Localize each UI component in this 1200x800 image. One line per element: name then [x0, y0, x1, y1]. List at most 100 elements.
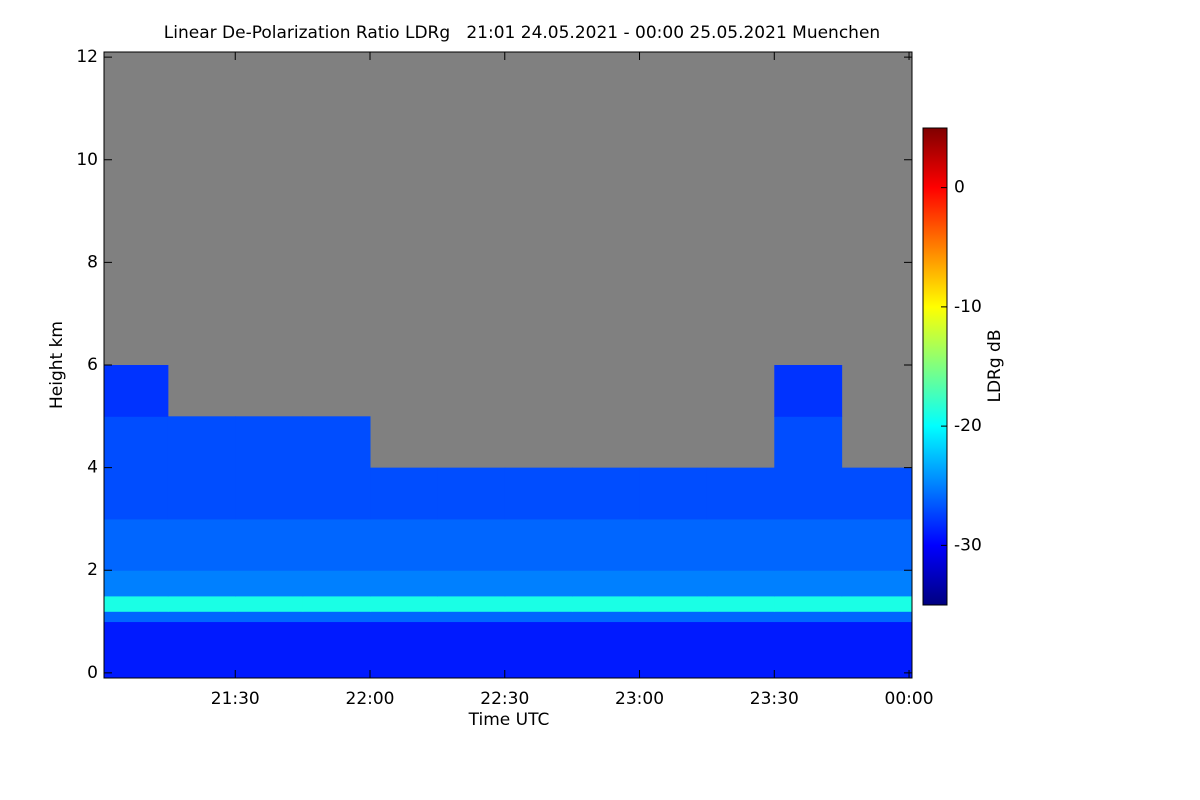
- heatmap-cell: [706, 518, 775, 571]
- heatmap-cell: [370, 570, 438, 597]
- y-tick-label: 4: [87, 458, 98, 478]
- heatmap-cell: [302, 570, 371, 597]
- heatmap-cell: [104, 467, 169, 520]
- x-tick-label: 00:00: [885, 689, 934, 709]
- heatmap-cell: [572, 595, 641, 612]
- y-tick-label: 6: [87, 355, 98, 375]
- heatmap-cell: [639, 621, 708, 679]
- x-tick-label: 23:30: [750, 689, 799, 709]
- y-tick-label: 0: [87, 663, 98, 683]
- heatmap-cell: [504, 467, 573, 520]
- heatmap-cell: [302, 595, 371, 612]
- heatmap-cell: [235, 467, 304, 520]
- heatmap-cell: [841, 595, 913, 612]
- heatmap-cell: [235, 621, 304, 679]
- heatmap-cell: [370, 595, 438, 612]
- heatmap-cell: [235, 611, 304, 623]
- heatmap-cell: [706, 570, 775, 597]
- colorbar-tick-label: -20: [954, 416, 982, 436]
- heatmap-cell: [774, 518, 843, 571]
- heatmap-cell: [302, 611, 371, 623]
- heatmap-cell: [104, 570, 169, 597]
- heatmap-cell: [841, 570, 913, 597]
- heatmap-cell: [104, 611, 169, 623]
- x-tick-label: 23:00: [615, 689, 664, 709]
- heatmap-cell: [706, 595, 775, 612]
- heatmap-cell: [302, 621, 371, 679]
- heatmap-cell: [774, 365, 843, 417]
- heatmap-cell: [572, 621, 641, 679]
- heatmap-cell: [774, 570, 843, 597]
- y-tick-label: 8: [87, 252, 98, 272]
- heatmap-cell: [167, 467, 236, 520]
- heatmap-cell: [639, 595, 708, 612]
- heatmap-cell: [572, 467, 641, 520]
- heatmap-cell: [639, 467, 708, 520]
- heatmap-cell: [504, 518, 573, 571]
- y-tick-label: 12: [76, 47, 98, 67]
- heatmap-cell: [370, 518, 438, 571]
- heatmap-cell: [370, 621, 438, 679]
- heatmap-cell: [504, 611, 573, 623]
- heatmap-cell: [235, 570, 304, 597]
- heatmap-cell: [235, 518, 304, 571]
- heatmap-cell: [706, 611, 775, 623]
- heatmap-cell: [437, 570, 506, 597]
- heatmap-cell: [104, 416, 169, 469]
- heatmap-cell: [504, 621, 573, 679]
- heatmap-cell: [504, 595, 573, 612]
- y-tick-label: 10: [76, 150, 98, 170]
- colorbar-label: LDRg dB: [985, 329, 1005, 402]
- heatmap-cell: [841, 518, 913, 571]
- heatmap-cell: [774, 611, 843, 623]
- heatmap-cell: [302, 416, 371, 469]
- colorbar-tick-label: -10: [954, 297, 982, 317]
- heatmap-cell: [167, 518, 236, 571]
- heatmap-cell: [167, 570, 236, 597]
- heatmap-cell: [841, 467, 913, 520]
- heatmap-cell: [639, 570, 708, 597]
- heatmap-cell: [774, 621, 843, 679]
- heatmap-cell: [167, 416, 236, 469]
- x-tick-label: 22:00: [346, 689, 395, 709]
- heatmap-cell: [104, 365, 169, 417]
- heatmap-cell: [104, 621, 169, 679]
- chart-title: Linear De-Polarization Ratio LDRg 21:01 …: [164, 23, 880, 43]
- heatmap-cell: [437, 621, 506, 679]
- heatmap-cell: [370, 467, 438, 520]
- heatmap-cell: [774, 416, 843, 469]
- heatmap-cell: [235, 416, 304, 469]
- heatmap-cell: [504, 570, 573, 597]
- heatmap-cell: [167, 621, 236, 679]
- x-axis-label: Time UTC: [468, 710, 550, 730]
- heatmap-cell: [437, 518, 506, 571]
- heatmap-cell: [841, 621, 913, 679]
- heatmap-cell: [572, 611, 641, 623]
- heatmap-cell: [370, 611, 438, 623]
- heatmap-cell: [706, 621, 775, 679]
- heatmap-cell: [572, 518, 641, 571]
- heatmap-cell: [302, 518, 371, 571]
- heatmap-cell: [437, 611, 506, 623]
- y-tick-label: 2: [87, 560, 98, 580]
- heatmap-cell: [639, 611, 708, 623]
- heatmap-cell: [104, 595, 169, 612]
- heatmap-cell: [841, 611, 913, 623]
- heatmap-cell: [235, 595, 304, 612]
- heatmap-cell: [167, 611, 236, 623]
- colorbar-tick-label: -30: [954, 535, 982, 555]
- y-axis-label: Height km: [47, 321, 67, 409]
- heatmap-cell: [437, 595, 506, 612]
- heatmap-cell: [774, 595, 843, 612]
- heatmap-cell: [437, 467, 506, 520]
- heatmap-cell: [167, 595, 236, 612]
- colorbar: [922, 127, 948, 606]
- heatmap-cell: [572, 570, 641, 597]
- heatmap-cell: [774, 467, 843, 520]
- colorbar-tick-label: 0: [954, 178, 965, 198]
- heatmap-cell: [302, 467, 371, 520]
- heatmap-cell: [104, 518, 169, 571]
- x-tick-label: 22:30: [480, 689, 529, 709]
- heatmap-cell: [639, 518, 708, 571]
